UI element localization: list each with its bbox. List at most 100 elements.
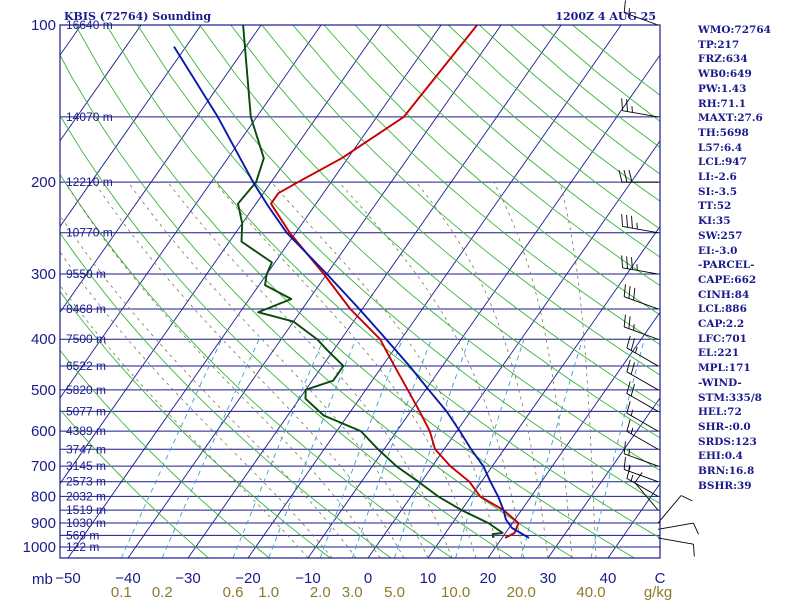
stat-item: SI:-3.5 bbox=[698, 185, 737, 198]
dry-adiabat-line bbox=[60, 408, 209, 558]
moist-adiabat-line bbox=[167, 181, 453, 558]
moist-adiabat-line bbox=[559, 182, 597, 558]
height-label: 4389 m bbox=[66, 424, 106, 438]
stat-item: EHI:0.4 bbox=[698, 450, 743, 463]
height-label: 1030 m bbox=[66, 516, 106, 530]
moist-adiabat-line bbox=[415, 181, 549, 558]
temperature-unit-label: C bbox=[655, 570, 666, 587]
wind-barb bbox=[626, 335, 659, 367]
dry-adiabat-line bbox=[385, 25, 660, 258]
mixing-ratio-line bbox=[394, 339, 470, 558]
temperature-tick-label: 20 bbox=[480, 570, 497, 587]
mixing-ratio-tick-label: 2.0 bbox=[310, 584, 331, 600]
height-label: 9550 m bbox=[66, 267, 106, 281]
dry-adiabat-line bbox=[60, 349, 270, 558]
dry-adiabat-line bbox=[168, 25, 660, 471]
wind-barb bbox=[657, 495, 693, 524]
stat-item: WB0:649 bbox=[698, 68, 752, 81]
plot-frame bbox=[59, 24, 661, 559]
stat-item: TP:217 bbox=[698, 38, 740, 51]
pressure-tick-label: 700 bbox=[31, 458, 56, 475]
stat-item: CAPE:662 bbox=[698, 273, 757, 286]
mixing-ratio-line bbox=[520, 339, 583, 558]
stat-item: CAP:2.2 bbox=[698, 318, 745, 331]
mixing-ratio-tick-label: 40.0 bbox=[576, 584, 605, 600]
isotherm-line bbox=[60, 25, 322, 399]
dry-adiabat-line bbox=[323, 25, 660, 316]
mixing-ratio-line bbox=[351, 339, 432, 558]
stat-item: TH:5698 bbox=[698, 126, 749, 139]
moist-adiabat-line bbox=[493, 181, 573, 558]
dry-adiabat-line bbox=[354, 25, 660, 287]
stat-item: WMO:72764 bbox=[698, 24, 771, 36]
wind-barb bbox=[623, 0, 659, 26]
mixing-ratio-tick-label: 3.0 bbox=[342, 584, 363, 600]
temperature-tick-label: −30 bbox=[175, 570, 200, 587]
isotherm-line bbox=[67, 25, 442, 558]
stat-item: LI:-2.6 bbox=[698, 171, 737, 184]
temperature-tick-label: −40 bbox=[115, 570, 140, 587]
isotherm-line bbox=[367, 140, 660, 558]
height-label: 3747 m bbox=[66, 442, 106, 456]
moist-adiabat-line bbox=[214, 181, 477, 558]
temperature-tick-label: 30 bbox=[540, 570, 557, 587]
stat-item: EI:-3.0 bbox=[698, 244, 738, 257]
height-label: 16640 m bbox=[66, 18, 113, 32]
mixing-ratio-tick-label: 1.0 bbox=[258, 584, 279, 600]
dry-adiabat-line bbox=[60, 232, 392, 558]
isotherm-line bbox=[487, 311, 660, 558]
dry-adiabat-line bbox=[292, 25, 660, 346]
mixing-ratio-line bbox=[268, 339, 357, 558]
stat-item: KI:35 bbox=[698, 215, 731, 228]
dry-adiabat-line bbox=[60, 290, 331, 558]
stat-item: L57:6.4 bbox=[698, 141, 743, 154]
pressure-tick-label: 600 bbox=[31, 423, 56, 440]
mixing-ratio-tick-label: 0.6 bbox=[223, 584, 244, 600]
mixing-ratio-tick-label: 5.0 bbox=[384, 584, 405, 600]
wind-barb bbox=[618, 170, 658, 183]
wind-barb bbox=[626, 401, 659, 432]
chart-title: KBIS (72764) Sounding bbox=[64, 10, 211, 23]
mixing-ratio-tick-label: 20.0 bbox=[507, 584, 536, 600]
height-label: 2573 m bbox=[66, 475, 106, 489]
pressure-tick-label: 400 bbox=[31, 331, 56, 348]
height-label: 14070 m bbox=[66, 110, 113, 124]
mixing-ratio-line bbox=[319, 339, 403, 558]
isotherm-line bbox=[60, 25, 262, 314]
moist-adiabat-line bbox=[93, 181, 405, 558]
pressure-tick-label: 500 bbox=[31, 382, 56, 399]
isotherm-line bbox=[127, 25, 502, 558]
stat-item: LCL:886 bbox=[698, 303, 747, 316]
wind-barb bbox=[657, 522, 699, 535]
isotherm-line bbox=[60, 25, 202, 228]
temperature-tick-label: 10 bbox=[420, 570, 437, 587]
stat-item: -PARCEL- bbox=[698, 259, 755, 272]
moist-adiabat-line bbox=[60, 214, 357, 558]
height-label: 8468 m bbox=[66, 302, 106, 316]
height-label: 10770 m bbox=[66, 226, 113, 240]
height-label: 569 m bbox=[66, 528, 99, 542]
stat-item: HEL:72 bbox=[698, 406, 742, 419]
isotherm-line bbox=[0, 25, 21, 558]
mixing-ratio-line bbox=[232, 339, 324, 558]
height-label: 12210 m bbox=[66, 175, 113, 189]
stat-item: LFC:701 bbox=[698, 332, 747, 345]
stat-item: MPL:171 bbox=[698, 362, 751, 375]
temperature-tick-label: −50 bbox=[55, 570, 80, 587]
wind-barb bbox=[621, 255, 659, 275]
stat-item: BRN:16.8 bbox=[698, 465, 755, 478]
stat-item: RH:71.1 bbox=[698, 97, 747, 110]
wind-barb bbox=[623, 314, 659, 340]
isotherm-line bbox=[60, 25, 382, 485]
height-label: 2032 m bbox=[66, 489, 106, 503]
temperature-tick-label: 40 bbox=[600, 570, 617, 587]
mixing-ratio-tick-label: 0.1 bbox=[111, 584, 132, 600]
pressure-tick-label: 300 bbox=[31, 266, 56, 283]
temperature-tick-label: −10 bbox=[295, 570, 320, 587]
dry-adiabat-line bbox=[75, 25, 635, 558]
height-label: 5077 m bbox=[66, 404, 106, 418]
wind-barb bbox=[621, 214, 659, 234]
height-label: 7500 m bbox=[66, 332, 106, 346]
